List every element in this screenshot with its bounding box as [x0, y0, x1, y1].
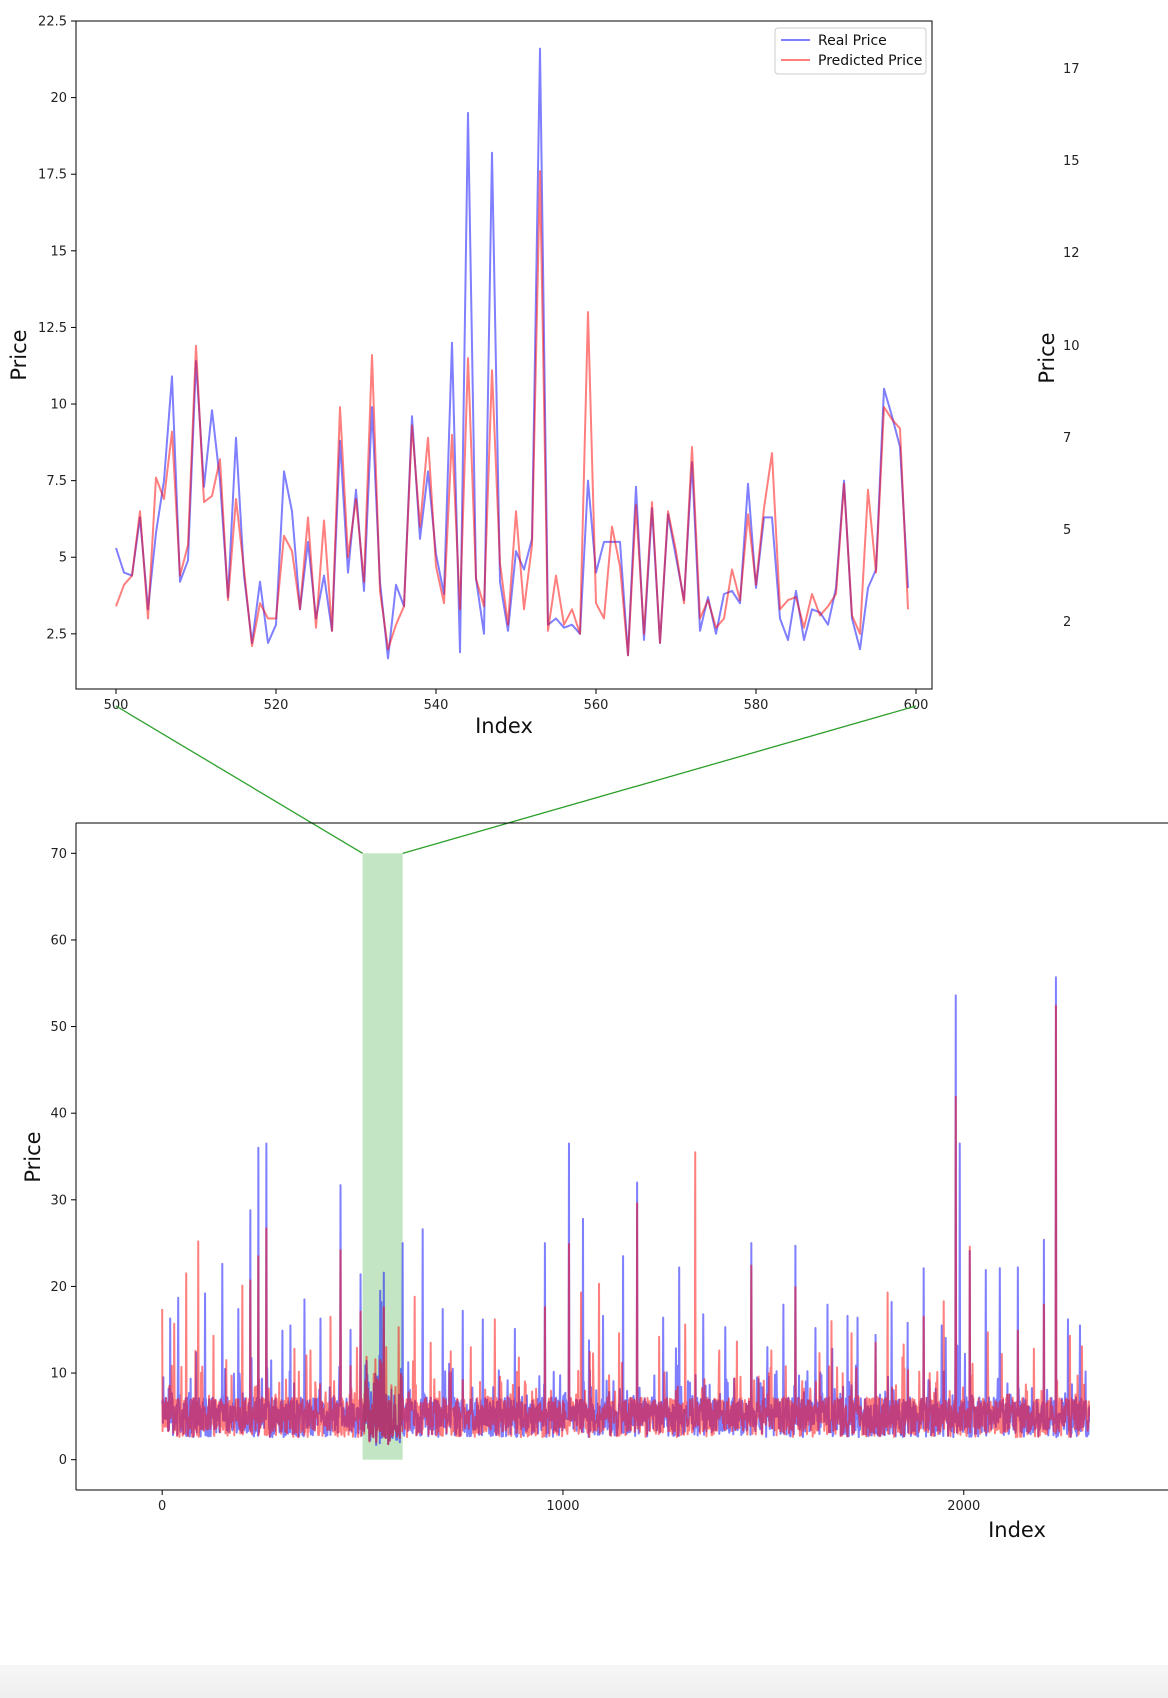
full-x-tick-label: 0 — [158, 1499, 166, 1514]
zoom-y-tick-label: 22.5 — [38, 15, 67, 30]
zoom-x-tick-label: 580 — [744, 698, 769, 713]
zoom-connector-lines — [115, 705, 917, 854]
zoom-x-tick-label: 540 — [424, 698, 449, 713]
zoom-y-tick-label: 5 — [59, 551, 67, 566]
right-y-axis-label: Price — [1035, 332, 1059, 383]
full-y-tick-label: 40 — [50, 1107, 67, 1122]
legend-label-predicted: Predicted Price — [818, 53, 922, 69]
full-y-tick-label: 10 — [50, 1367, 67, 1382]
zoom-y-tick-label: 2.5 — [46, 627, 67, 642]
zoom-y-tick-label: 7.5 — [46, 474, 67, 489]
full-x-axis-label: Index — [988, 1518, 1046, 1542]
full-y-tick-label: 20 — [50, 1280, 67, 1295]
zoom-x-tick-label: 560 — [584, 698, 609, 713]
zoom-x-axis-label: Index — [475, 714, 533, 738]
full-series-line-predicted — [161, 1004, 1090, 1446]
full-x-tick-label: 1000 — [546, 1499, 579, 1514]
right-y-tick-label: 5 — [1063, 523, 1071, 538]
full-chart: 0 1000 2000 0 10 20 30 40 50 60 70 Index Price — [21, 822, 1168, 1542]
zoom-series-line-predicted — [115, 170, 909, 657]
right-y-tick-label: 12 — [1063, 246, 1080, 261]
full-y-tick-label: 50 — [50, 1020, 67, 1035]
zoom-y-axis-label: Price — [7, 329, 31, 380]
right-chart-peek: 17 15 12 10 7 5 2 Price — [1035, 62, 1080, 630]
full-y-tick-label: 70 — [50, 847, 67, 862]
right-y-tick-label: 2 — [1063, 615, 1071, 630]
zoom-chart: 500 520 540 560 580 6002.557.51012.51517.5202… — [7, 15, 933, 738]
zoom-y-tick-label: 15 — [50, 244, 67, 259]
connector-right — [402, 705, 917, 854]
connector-left — [115, 705, 363, 854]
zoom-legend: Real Price Predicted Price — [774, 27, 927, 75]
zoom-y-tick-label: 10 — [50, 398, 67, 413]
full-series-line-real — [161, 976, 1090, 1446]
right-y-tick-label: 10 — [1063, 339, 1080, 354]
legend-label-real: Real Price — [818, 33, 887, 49]
full-y-tick-label: 0 — [59, 1453, 67, 1468]
right-y-tick-label: 17 — [1063, 62, 1080, 77]
full-y-tick-label: 30 — [50, 1193, 67, 1208]
zoom-x-tick-label: 600 — [904, 698, 929, 713]
full-y-axis-label: Price — [21, 1131, 45, 1182]
legend-frame — [774, 27, 927, 75]
right-y-tick-label: 7 — [1063, 431, 1071, 446]
zoom-x-tick-label: 520 — [264, 698, 289, 713]
window-status-bar — [0, 1665, 1168, 1698]
zoom-y-tick-label: 12.5 — [38, 321, 67, 336]
full-y-tick-label: 60 — [50, 933, 67, 948]
full-x-tick-label: 2000 — [947, 1499, 980, 1514]
zoom-y-tick-label: 20 — [50, 91, 67, 106]
right-y-tick-label: 15 — [1063, 154, 1080, 169]
zoom-plot-frame — [75, 20, 933, 690]
zoom-y-tick-label: 17.5 — [38, 168, 67, 183]
